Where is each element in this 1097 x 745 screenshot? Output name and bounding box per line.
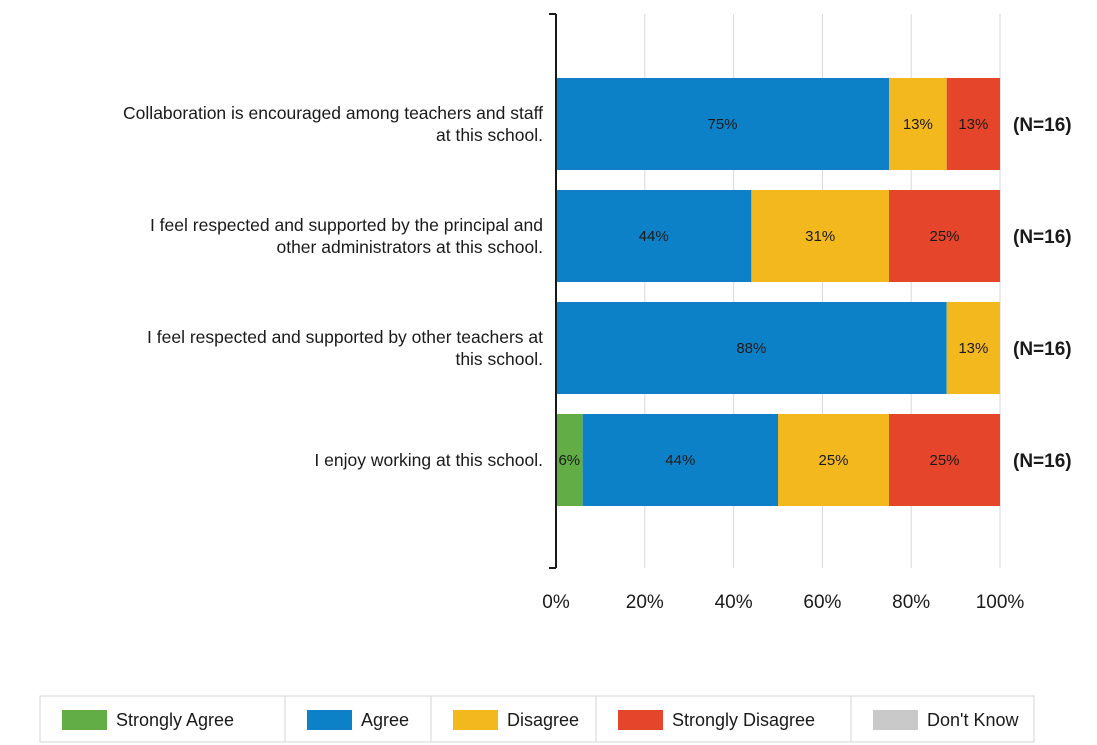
legend-swatch — [307, 710, 352, 730]
data-label: 25% — [929, 228, 959, 245]
data-label: 44% — [665, 452, 695, 469]
legend-box — [39, 695, 1035, 743]
x-tick-label: 0% — [542, 592, 570, 613]
n-label: (N=16) — [1013, 227, 1072, 248]
legend-item-disagree: Disagree — [453, 710, 579, 730]
legend-label: Don't Know — [927, 710, 1019, 730]
x-tick-label: 40% — [715, 592, 753, 613]
n-label: (N=16) — [1013, 339, 1072, 360]
data-label: 88% — [736, 340, 766, 357]
data-label: 6% — [558, 452, 580, 469]
data-label: 13% — [958, 340, 988, 357]
bars: 75% 13% 13% 44% 31% 25% 88% 13% 6% 44% 25% 25% — [556, 78, 1000, 506]
x-tick-label: 80% — [892, 592, 930, 613]
legend-item-don-t-know: Don't Know — [873, 710, 1019, 730]
bar-segment-agree — [556, 78, 889, 170]
legend-swatch — [453, 710, 498, 730]
legend-label: Strongly Disagree — [672, 710, 815, 730]
legend-label: Disagree — [507, 710, 579, 730]
legend-item-strongly-agree: Strongly Agree — [62, 710, 234, 730]
category-label: I feel respected and supported by other … — [147, 327, 543, 369]
data-label: 13% — [903, 116, 933, 133]
legend: Strongly Agree Agree Disagree Strongly Disa… — [39, 695, 1035, 743]
bar-segment-disagree — [751, 190, 889, 282]
category-label: I enjoy working at this school. — [314, 450, 543, 470]
bar-segment-strongly-agree — [556, 414, 583, 506]
data-label: 25% — [818, 452, 848, 469]
category-label: I feel respected and supported by the pr… — [150, 215, 543, 257]
bar-segment-strongly-disagree — [889, 190, 1000, 282]
category-label: Collaboration is encouraged among teache… — [123, 103, 543, 145]
data-label: 31% — [805, 228, 835, 245]
legend-swatch — [618, 710, 663, 730]
legend-label: Agree — [361, 710, 409, 730]
x-tick-labels: 0% 20% 40% 60% 80% 100% — [542, 592, 1024, 613]
bar-segment-disagree — [946, 302, 1000, 394]
bar-segment-agree — [556, 302, 947, 394]
bar-segment-disagree — [889, 78, 947, 170]
x-tick-label: 20% — [626, 592, 664, 613]
bar-segment-disagree — [778, 414, 889, 506]
legend-item-agree: Agree — [307, 710, 409, 730]
bar-segment-agree — [556, 190, 752, 282]
legend-item-strongly-disagree: Strongly Disagree — [618, 710, 815, 730]
bar-segment-strongly-disagree — [889, 414, 1000, 506]
data-label: 44% — [639, 228, 669, 245]
y-axis — [549, 13, 557, 569]
x-tick-label: 100% — [976, 592, 1025, 613]
legend-swatch — [873, 710, 918, 730]
legend-label: Strongly Agree — [116, 710, 234, 730]
data-label: 25% — [929, 452, 959, 469]
bar-segment-agree — [582, 414, 778, 506]
n-labels: (N=16) (N=16) (N=16) (N=16) — [1013, 115, 1072, 472]
n-label: (N=16) — [1013, 115, 1072, 136]
bar-segment-strongly-disagree — [946, 78, 1000, 170]
n-label: (N=16) — [1013, 451, 1072, 472]
data-label: 13% — [958, 116, 988, 133]
data-label: 75% — [707, 116, 737, 133]
x-tick-label: 60% — [803, 592, 841, 613]
category-labels: Collaboration is encouraged among teache… — [123, 103, 543, 470]
legend-swatch — [62, 710, 107, 730]
